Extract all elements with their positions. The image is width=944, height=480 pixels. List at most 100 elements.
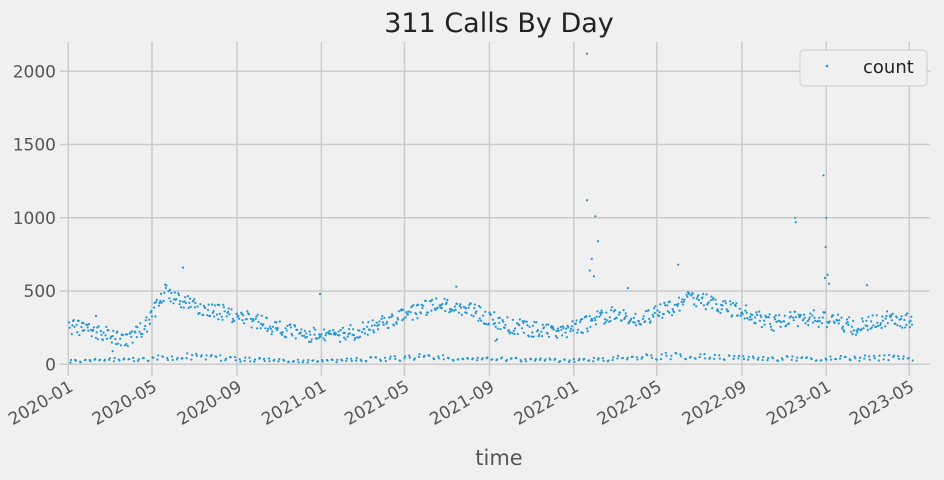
- data-point: [155, 300, 158, 304]
- data-point: [678, 309, 681, 312]
- data-point: [103, 358, 107, 361]
- data-point: [253, 360, 256, 363]
- data-point: [866, 325, 869, 328]
- data-point: [307, 340, 311, 343]
- data-point: [78, 334, 81, 337]
- data-point: [179, 306, 183, 309]
- data-point: [860, 328, 863, 331]
- data-point: [224, 357, 228, 360]
- data-point: [676, 304, 679, 307]
- data-point: [520, 327, 524, 330]
- data-point: [649, 320, 652, 323]
- data-point: [808, 316, 811, 319]
- data-point: [372, 331, 376, 334]
- data-point: [132, 360, 136, 363]
- data-point: [795, 359, 798, 362]
- data-point: [233, 356, 237, 359]
- data-point: [332, 329, 335, 332]
- data-point: [418, 353, 421, 356]
- data-point: [608, 316, 611, 319]
- data-point-outlier: [827, 282, 831, 285]
- data-point: [813, 316, 816, 319]
- data-point: [410, 305, 414, 308]
- data-point: [263, 359, 266, 363]
- data-point: [709, 299, 712, 302]
- data-point: [843, 330, 846, 333]
- data-point: [320, 333, 323, 336]
- data-point: [253, 358, 257, 361]
- data-point: [681, 298, 684, 301]
- data-point: [176, 356, 179, 359]
- data-point: [780, 321, 783, 324]
- data-point: [535, 321, 538, 324]
- data-point: [849, 359, 852, 362]
- data-point: [275, 321, 278, 324]
- data-point: [538, 333, 541, 336]
- data-point: [397, 318, 400, 321]
- data-point: [656, 309, 659, 312]
- data-point: [704, 308, 708, 311]
- data-point: [658, 311, 661, 314]
- data-point: [343, 331, 346, 334]
- data-point: [322, 337, 325, 340]
- data-point: [845, 322, 848, 325]
- data-point: [301, 361, 304, 364]
- data-point: [783, 320, 786, 323]
- data-point: [447, 357, 450, 360]
- data-point: [391, 314, 394, 317]
- data-point: [552, 326, 555, 329]
- data-point: [563, 358, 566, 361]
- data-point: [441, 302, 444, 306]
- data-point: [614, 309, 617, 312]
- data-point: [330, 333, 333, 336]
- data-point: [790, 358, 793, 361]
- data-point: [136, 326, 139, 329]
- data-point: [341, 359, 344, 362]
- data-point: [818, 316, 821, 319]
- data-point: [654, 305, 657, 308]
- data-point: [213, 315, 216, 318]
- data-point-outlier: [592, 275, 596, 278]
- data-point: [237, 314, 240, 318]
- data-point: [767, 357, 770, 360]
- data-point: [602, 359, 605, 362]
- data-point: [423, 354, 426, 357]
- data-point: [748, 318, 751, 321]
- data-point: [212, 310, 215, 313]
- data-point: [260, 322, 263, 325]
- data-point: [514, 327, 517, 330]
- data-point: [821, 316, 824, 319]
- data-point: [852, 319, 855, 322]
- data-point: [633, 321, 636, 324]
- data-point: [377, 323, 380, 326]
- data-point: [845, 318, 849, 321]
- data-point: [568, 359, 571, 362]
- data-point: [83, 329, 86, 332]
- data-point: [533, 320, 536, 324]
- data-point: [839, 354, 842, 358]
- data-point: [205, 354, 208, 357]
- data-point: [331, 358, 334, 362]
- data-point: [713, 357, 716, 360]
- data-point: [487, 322, 490, 325]
- data-point: [594, 319, 597, 322]
- data-point: [185, 357, 188, 360]
- data-point: [135, 336, 138, 339]
- data-point: [70, 358, 73, 362]
- data-point: [501, 319, 504, 322]
- data-point: [377, 328, 380, 331]
- data-point: [632, 316, 636, 319]
- data-point: [408, 354, 411, 357]
- data-point: [493, 311, 496, 314]
- data-point: [412, 304, 415, 307]
- data-point-outlier: [585, 199, 589, 202]
- data-point: [599, 313, 602, 316]
- data-point: [665, 354, 668, 357]
- data-point: [370, 324, 373, 327]
- data-point: [873, 357, 876, 360]
- data-point: [482, 314, 485, 317]
- data-point: [758, 319, 762, 322]
- data-point: [182, 306, 185, 309]
- legend-label-count: count: [863, 57, 914, 78]
- data-point: [189, 305, 192, 308]
